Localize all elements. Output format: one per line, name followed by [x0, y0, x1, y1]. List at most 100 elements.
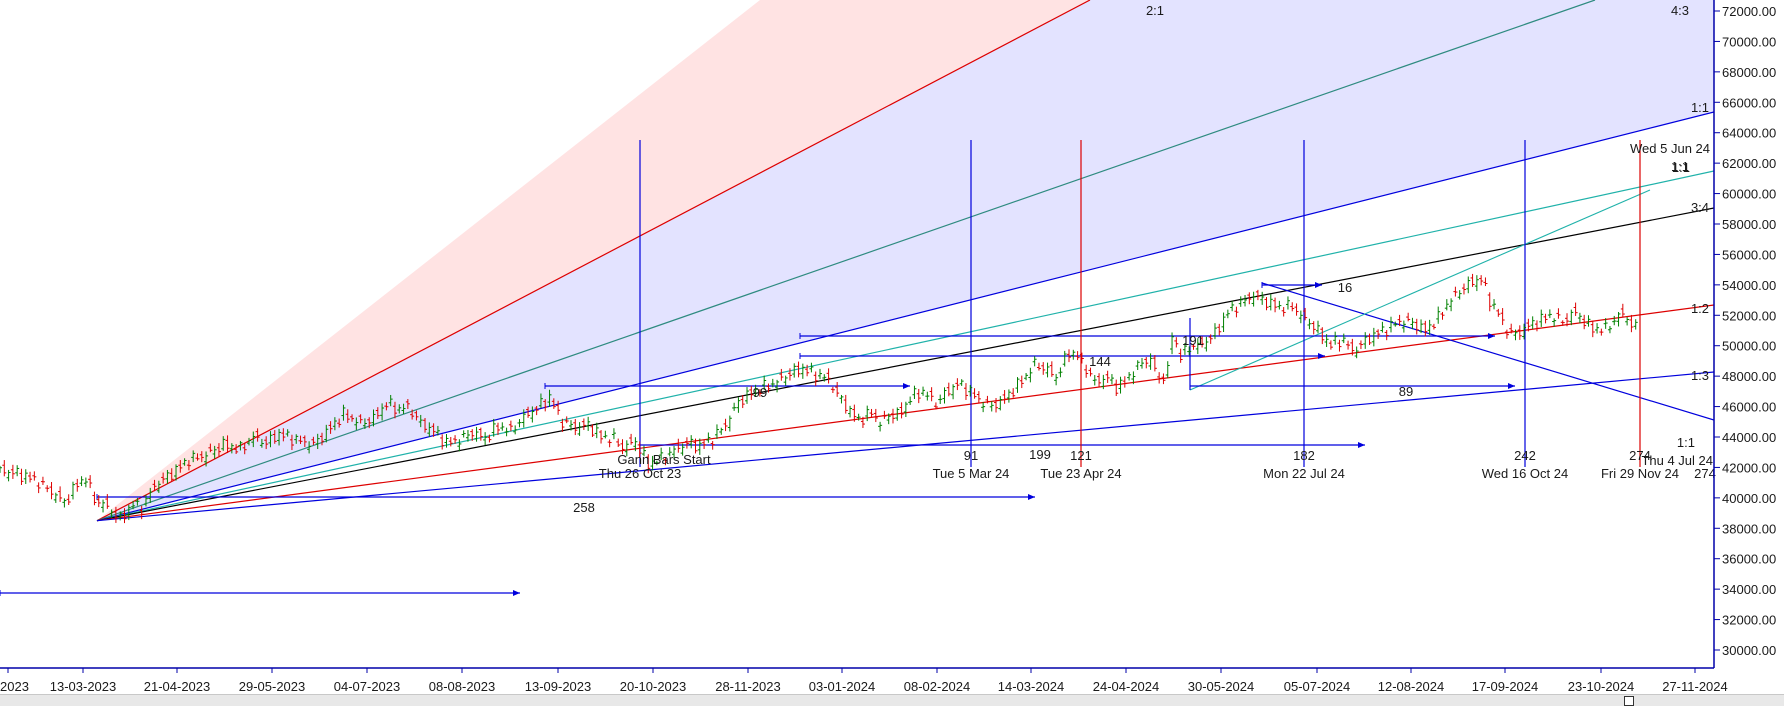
x-tick-label: 03-01-2024 — [809, 679, 876, 694]
fan-zones — [97, 0, 1714, 521]
count-label: 199 — [1029, 447, 1051, 462]
x-tick-label: 17-09-2024 — [1472, 679, 1539, 694]
y-tick-label: 46000.00 — [1722, 400, 1776, 415]
x-tick-label: 29-05-2023 — [239, 679, 306, 694]
time-count-label: 182 — [1293, 448, 1315, 463]
count-arrows — [0, 282, 1515, 596]
fan-line — [96, 170, 1714, 522]
y-tick-label: 54000.00 — [1722, 278, 1776, 293]
fan-ratio-label: 2:1 — [1146, 3, 1164, 18]
price-axis[interactable]: 72000.00 70000.00 68000.00 66000.00 64000.00… — [1713, 0, 1776, 668]
y-tick-label: 32000.00 — [1722, 613, 1776, 628]
arrow-199-head — [1358, 442, 1365, 448]
x-tick-label: 21-04-2023 — [144, 679, 211, 694]
fan-ratio-label: 3:4 — [1691, 200, 1709, 215]
fan-line — [96, 0, 1091, 522]
time-date-label: Tue 23 Apr 24 — [1040, 466, 1121, 481]
x-tick-label: 27-11-2024 — [1662, 679, 1728, 694]
count-label: 258 — [573, 500, 595, 515]
y-tick-label: 72000.00 — [1722, 4, 1776, 19]
x-tick-label: 20-10-2023 — [620, 679, 687, 694]
gann-fan-lines — [96, 0, 1714, 522]
y-tick-label: 50000.00 — [1722, 339, 1776, 354]
count-label: 99 — [753, 385, 767, 400]
horizontal-scrollbar[interactable] — [0, 694, 1784, 706]
x-tick-label: 30-05-2024 — [1188, 679, 1255, 694]
y-tick-label: 58000.00 — [1722, 217, 1776, 232]
arrow-16-head — [1315, 282, 1322, 288]
y-tick-label: 34000.00 — [1722, 582, 1776, 597]
arrow-191-head — [1488, 333, 1495, 339]
count-label: 89 — [1399, 384, 1413, 399]
x-tick-label: 28-11-2023 — [715, 679, 781, 694]
time-count-label: 242 — [1514, 448, 1536, 463]
y-tick-label: 52000.00 — [1722, 308, 1776, 323]
x-tick-label: 13-03-2023 — [50, 679, 117, 694]
y-tick-label: 70000.00 — [1722, 34, 1776, 49]
x-tick-label: 08-08-2023 — [429, 679, 496, 694]
fan-ratio-label: 1:2 — [1691, 301, 1709, 316]
decline-line — [1261, 282, 1714, 421]
x-tick-label: 2023 — [0, 679, 29, 694]
y-tick-label: 56000.00 — [1722, 247, 1776, 262]
x-tick-label: 23-10-2024 — [1568, 679, 1635, 694]
time-date-label: Mon 22 Jul 24 — [1263, 466, 1345, 481]
time-count-label: 274 — [1629, 448, 1651, 463]
arrow-left-bottom-head — [513, 590, 520, 596]
parallel-line — [1189, 189, 1651, 391]
bottom-right-ratio: 1:1 — [1677, 435, 1695, 450]
y-tick-label: 48000.00 — [1722, 369, 1776, 384]
y-tick-label: 68000.00 — [1722, 65, 1776, 80]
top-right-date: Wed 5 Jun 24 — [1630, 141, 1710, 156]
time-date-label: Thu 26 Oct 23 — [599, 466, 681, 481]
arrow-144-head — [1318, 353, 1325, 359]
time-date-label: Fri 29 Nov 24 — [1601, 466, 1679, 481]
price-bars — [0, 273, 1638, 524]
time-count-label: 91 — [964, 448, 978, 463]
top-right-ratio: 1:1 — [1672, 160, 1690, 175]
x-tick-label: 13-09-2023 — [525, 679, 592, 694]
y-tick-label: 38000.00 — [1722, 521, 1776, 536]
x-tick-label: 08-02-2024 — [904, 679, 971, 694]
time-markers — [639, 140, 1641, 467]
fan-ratio-label: 1:1 — [1691, 100, 1709, 115]
x-tick-label: 12-08-2024 — [1378, 679, 1445, 694]
time-count-label: 121 — [1070, 448, 1092, 463]
date-axis[interactable]: 2023 13-03-2023 21-04-2023 29-05-2023 04-07-… — [0, 667, 1728, 694]
chart-labels: Thu 26 Oct 23 91 Tue 5 Mar 24 121 Tue 23 Apr… — [573, 3, 1716, 515]
fan-line — [96, 371, 1714, 522]
x-tick-label: 14-03-2024 — [998, 679, 1065, 694]
gann-start-label: Gann Bars Start — [617, 452, 711, 467]
x-tick-label: 24-04-2024 — [1093, 679, 1160, 694]
fan-line — [96, 207, 1714, 522]
bottom-right-date: Thu 4 Jul 24 — [1641, 453, 1713, 468]
y-tick-label: 36000.00 — [1722, 552, 1776, 567]
y-tick-label: 66000.00 — [1722, 95, 1776, 110]
y-tick-label: 40000.00 — [1722, 491, 1776, 506]
fan-line — [96, 0, 1596, 522]
arrow-89-head — [1508, 383, 1515, 389]
time-date-label: Wed 16 Oct 24 — [1482, 466, 1568, 481]
y-tick-label: 30000.00 — [1722, 643, 1776, 658]
fan-line — [96, 111, 1714, 522]
fan-ratio-label: 4:3 — [1671, 3, 1689, 18]
arrow-99-head — [903, 383, 910, 389]
fan-ratio-label: 1:1 — [1671, 159, 1689, 174]
count-label: 144 — [1089, 354, 1111, 369]
y-tick-label: 62000.00 — [1722, 156, 1776, 171]
time-date-label: Tue 5 Mar 24 — [933, 466, 1010, 481]
x-tick-label: 04-07-2023 — [334, 679, 401, 694]
arrow-258-head — [1028, 494, 1035, 500]
y-tick-label: 42000.00 — [1722, 460, 1776, 475]
x-tick-label: 05-07-2024 — [1284, 679, 1351, 694]
count-label: 16 — [1338, 280, 1352, 295]
count-label: 191 — [1182, 333, 1204, 348]
fan-ratio-label: 1:3 — [1691, 368, 1709, 383]
y-tick-label: 64000.00 — [1722, 126, 1776, 141]
blue-fan-zone — [97, 0, 1714, 521]
y-tick-label: 44000.00 — [1722, 430, 1776, 445]
time-count-label: 274 — [1694, 466, 1716, 481]
y-tick-label: 60000.00 — [1722, 187, 1776, 202]
